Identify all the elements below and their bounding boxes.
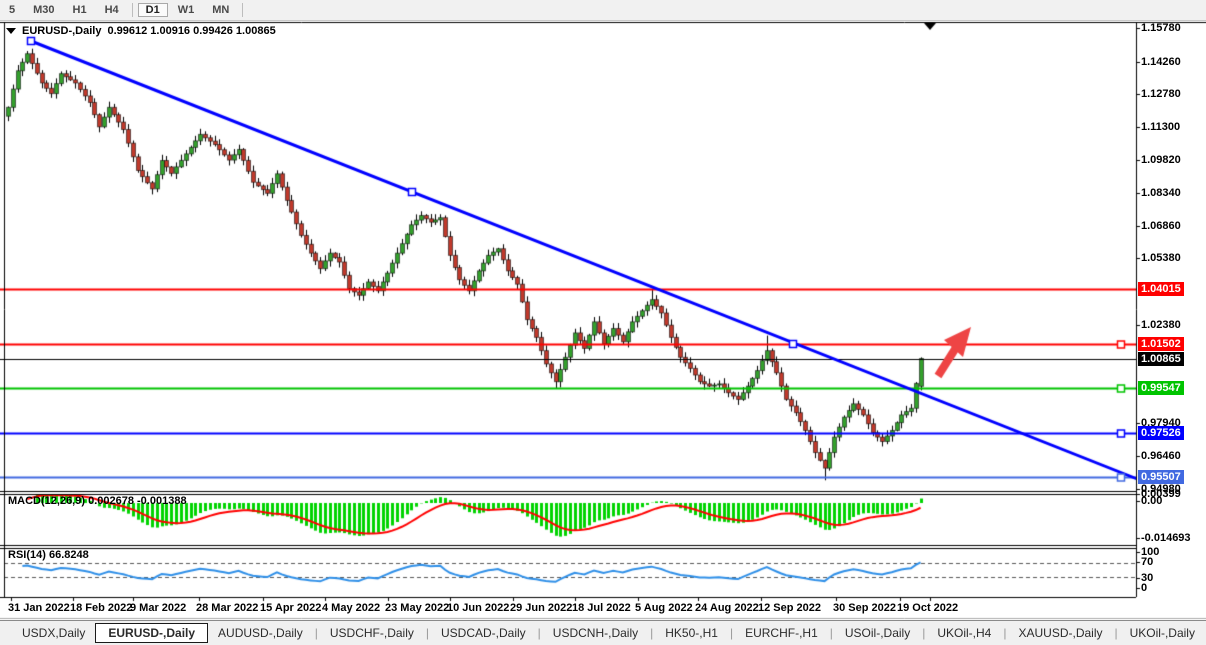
timeframe-button-w1[interactable]: W1 — [177, 4, 195, 16]
chart-ohlc-values: 0.99612 1.00916 0.99426 1.00865 — [107, 25, 276, 37]
chart-dropdown-icon[interactable] — [6, 28, 16, 34]
timeframe-button-m30[interactable]: M30 — [33, 4, 55, 16]
symbol-tab-bar: USDX,Daily EURUSD-,Daily AUDUSD-,Daily | USD… — [0, 620, 1206, 645]
tab-usdcad-daily[interactable]: USDCAD-,Daily — [440, 626, 526, 640]
tab-usdx-daily[interactable]: USDX,Daily — [22, 626, 86, 640]
chart-title: EURUSD-,Daily 0.99612 1.00916 0.99426 1.… — [6, 25, 276, 37]
tab-separator: | — [1003, 626, 1007, 640]
tab-separator: | — [829, 626, 833, 640]
timeframe-button-mn[interactable]: MN — [212, 4, 230, 16]
tab-hk50-h1[interactable]: HK50-,H1 — [665, 626, 718, 640]
tab-ukoil-h4[interactable]: UKOil-,H4 — [937, 626, 992, 640]
tab-usdchf-daily[interactable]: USDCHF-,Daily — [329, 626, 414, 640]
tab-eurchf-h1[interactable]: EURCHF-,H1 — [745, 626, 818, 640]
timeframe-button-5[interactable]: 5 — [9, 4, 16, 16]
tab-separator: | — [425, 626, 429, 640]
macd-indicator-label: MACD(12,26,9) 0.002678 -0.001388 — [8, 495, 187, 507]
tab-xauusd-daily[interactable]: XAUUSD-,Daily — [1018, 626, 1103, 640]
timeframe-toolbar: 5 M30 H1 H4 D1 W1 MN — [0, 0, 1206, 21]
toolbar-separator — [242, 3, 244, 17]
rsi-indicator-label: RSI(14) 66.8248 — [8, 549, 89, 561]
tab-audusd-daily[interactable]: AUDUSD-,Daily — [218, 626, 303, 640]
chart-symbol-label: EURUSD-,Daily — [22, 25, 102, 37]
tab-scroll-left-icon[interactable]: ◄ — [1205, 628, 1206, 638]
tab-ukoil-daily[interactable]: UKOil-,Daily — [1129, 626, 1195, 640]
tab-separator: | — [1114, 626, 1118, 640]
tab-usdcnh-daily[interactable]: USDCNH-,Daily — [552, 626, 639, 640]
tab-eurusd-daily[interactable]: EURUSD-,Daily — [95, 623, 209, 643]
tab-separator: | — [650, 626, 654, 640]
timeframe-button-h1[interactable]: H1 — [72, 4, 87, 16]
tab-separator: | — [314, 626, 318, 640]
tab-usoil-daily[interactable]: USOil-,Daily — [844, 626, 911, 640]
timeframe-button-h4[interactable]: H4 — [104, 4, 119, 16]
tab-separator: | — [922, 626, 926, 640]
tab-separator: | — [729, 626, 734, 640]
timeframe-button-d1[interactable]: D1 — [137, 3, 168, 17]
toolbar-separator — [131, 3, 133, 17]
tab-separator: | — [537, 626, 541, 640]
